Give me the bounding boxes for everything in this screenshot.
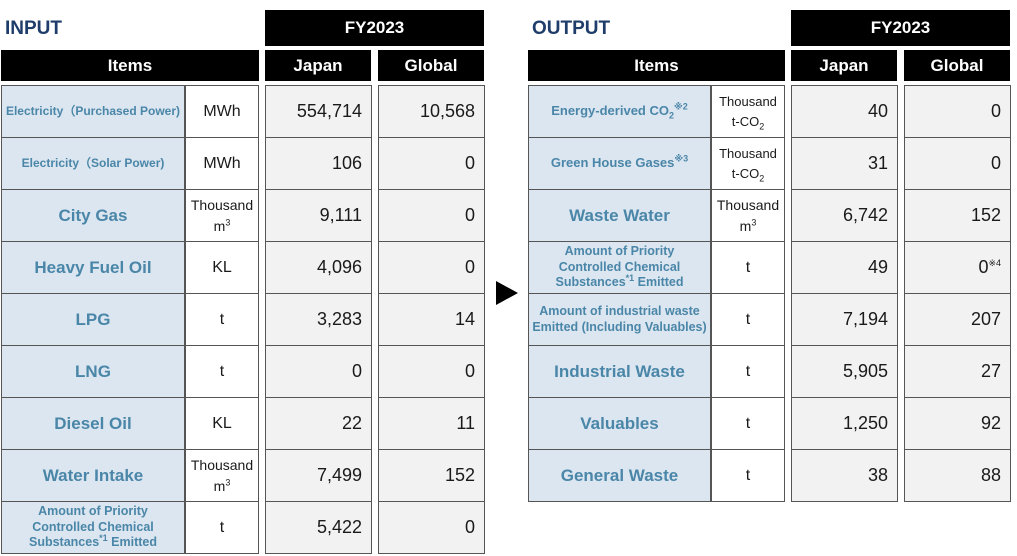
output-japan-value: 40 [791,85,898,138]
output-unit: Thousand m3 [711,189,785,242]
output-unit: t [711,397,785,450]
input-title: INPUT [5,18,62,39]
input-global-value: 152 [378,449,485,502]
input-item-diesel-oil: Diesel Oil [1,397,185,450]
output-global-value: 0 [904,85,1011,138]
input-global-header: Global [378,50,484,81]
input-item-electricity-solar: Electricity（Solar Power) [1,137,185,190]
input-item-heavy-fuel-oil: Heavy Fuel Oil [1,241,185,294]
input-item-lng: LNG [1,345,185,398]
input-japan-value: 22 [265,397,372,450]
input-unit: KL [185,397,259,450]
input-japan-value: 3,283 [265,293,372,346]
input-item-priority-chemicals: Amount of Priority Controlled Chemical Sub… [1,501,185,554]
output-item-general-waste: General Waste [528,449,711,502]
output-global-value: 92 [904,397,1011,450]
output-items-header: Items [528,50,785,81]
output-japan-value: 49 [791,241,898,294]
input-japan-value: 5,422 [265,501,372,554]
output-global-header: Global [904,50,1010,81]
input-global-value: 0 [378,189,485,242]
input-item-electricity-purchased: Electricity（Purchased Power) [1,85,185,138]
output-global-value: 27 [904,345,1011,398]
output-global-value: 207 [904,293,1011,346]
input-unit: t [185,345,259,398]
input-fy-header: FY2023 [265,10,484,46]
output-item-ghg: Green House Gases※3 [528,137,711,190]
input-global-value: 0 [378,137,485,190]
input-japan-value: 106 [265,137,372,190]
output-global-value: 0 [904,137,1011,190]
input-unit: Thousand m3 [185,189,259,242]
output-japan-value: 6,742 [791,189,898,242]
input-unit: t [185,501,259,554]
input-global-value: 0 [378,501,485,554]
output-unit: t [711,293,785,346]
output-unit: t [711,449,785,502]
output-item-industrial-waste: Industrial Waste [528,345,711,398]
input-japan-header: Japan [265,50,371,81]
input-item-city-gas: City Gas [1,189,185,242]
input-global-value: 10,568 [378,85,485,138]
output-japan-value: 38 [791,449,898,502]
output-unit: t [711,241,785,294]
input-items-header: Items [1,50,259,81]
output-unit: Thousand t-CO2 [711,137,785,190]
output-fy-header: FY2023 [791,10,1010,46]
input-japan-value: 7,499 [265,449,372,502]
input-unit: MWh [185,137,259,190]
output-item-valuables: Valuables [528,397,711,450]
input-japan-value: 4,096 [265,241,372,294]
input-item-lpg: LPG [1,293,185,346]
output-japan-value: 5,905 [791,345,898,398]
output-japan-value: 1,250 [791,397,898,450]
input-unit: MWh [185,85,259,138]
output-global-value: 88 [904,449,1011,502]
output-title: OUTPUT [532,18,611,39]
input-global-value: 14 [378,293,485,346]
output-global-value: 0※4 [904,241,1011,294]
input-global-value: 11 [378,397,485,450]
output-unit: Thousand t-CO2 [711,85,785,138]
output-global-value: 152 [904,189,1011,242]
input-unit: t [185,293,259,346]
input-global-value: 0 [378,241,485,294]
output-item-industrial-waste-emitted: Amount of industrial waste Emitted (Inclu… [528,293,711,346]
input-unit: KL [185,241,259,294]
output-item-waste-water: Waste Water [528,189,711,242]
flow-arrow-icon [496,281,518,305]
output-item-priority-chemicals: Amount of Priority Controlled Chemical Sub… [528,241,711,294]
input-japan-value: 0 [265,345,372,398]
output-item-energy-co2: Energy-derived CO2※2 [528,85,711,138]
input-japan-value: 9,111 [265,189,372,242]
output-unit: t [711,345,785,398]
output-japan-value: 31 [791,137,898,190]
output-japan-header: Japan [791,50,897,81]
input-item-water-intake: Water Intake [1,449,185,502]
input-global-value: 0 [378,345,485,398]
input-unit: Thousand m3 [185,449,259,502]
output-japan-value: 7,194 [791,293,898,346]
input-japan-value: 554,714 [265,85,372,138]
